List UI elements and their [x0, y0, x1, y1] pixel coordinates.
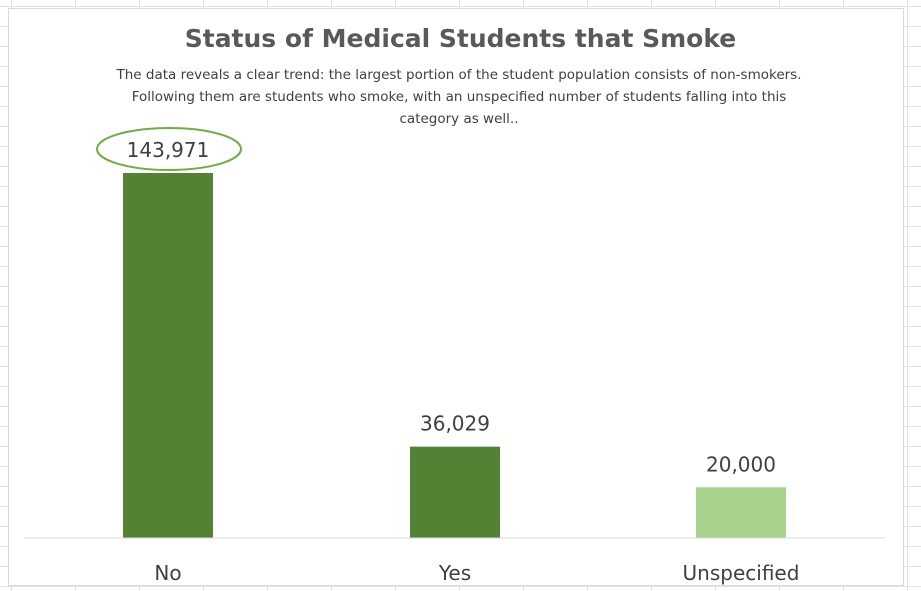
category-axis-labels: No Yes Unspecified — [154, 561, 799, 585]
highlight-ellipse — [96, 127, 242, 171]
data-label-unspecified: 20,000 — [706, 452, 776, 476]
data-label-yes: 36,029 — [420, 412, 490, 436]
chart-title: Status of Medical Students that Smoke — [184, 24, 737, 53]
bar-yes[interactable] — [410, 446, 500, 538]
category-label-yes: Yes — [438, 561, 471, 585]
bar-no[interactable] — [123, 173, 213, 538]
category-label-no: No — [154, 561, 181, 585]
bar-series — [123, 173, 786, 538]
bar-unspecified[interactable] — [696, 487, 786, 538]
chart-subtitle: The data reveals a clear trend: the larg… — [116, 67, 802, 127]
data-label-no: 143,971 — [127, 138, 210, 162]
data-labels: 143,971 36,029 20,000 — [96, 127, 776, 476]
category-label-unspecified: Unspecified — [683, 561, 800, 585]
